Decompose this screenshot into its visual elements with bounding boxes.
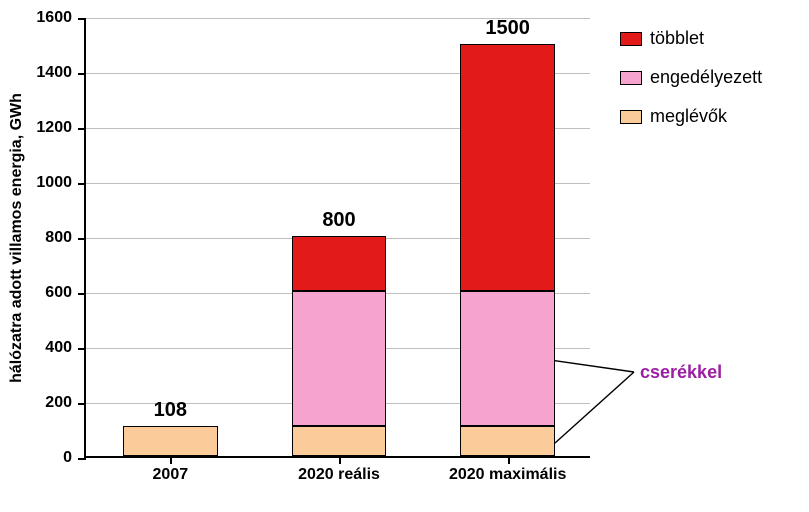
y-tick-label: 1000 [36, 174, 72, 192]
x-tick-label: 2007 [153, 466, 189, 484]
y-axis-title: hálózatra adott villamos energia, GWh [8, 93, 26, 383]
x-tick [508, 456, 510, 464]
x-tick-label: 2020 reális [298, 466, 380, 484]
y-tick [78, 348, 86, 350]
legend-swatch [620, 32, 642, 46]
legend-item-tobblet: többlet [620, 28, 762, 49]
bar-segment-tobblet [460, 44, 554, 292]
y-tick-label: 1400 [36, 64, 72, 82]
y-tick [78, 128, 86, 130]
y-tick [78, 73, 86, 75]
bar-segment-meglevok [460, 426, 554, 456]
y-tick [78, 293, 86, 295]
y-tick [78, 18, 86, 20]
legend-swatch [620, 110, 642, 124]
y-tick-label: 800 [45, 229, 72, 247]
y-tick [78, 403, 86, 405]
bar-segment-tobblet [292, 236, 386, 291]
bar-total-label: 800 [322, 209, 355, 232]
stacked-bar-chart: 0 200 400 600 800 1000 1200 1400 1600 2007 108 2020… [0, 0, 809, 512]
legend-label: meglévők [650, 106, 727, 127]
plot-area: 0200400600800100012001400160020071082020… [84, 18, 590, 458]
y-tick-label: 400 [45, 339, 72, 357]
y-tick-label: 1200 [36, 119, 72, 137]
legend-label: engedélyezett [650, 67, 762, 88]
legend-item-meglevok: meglévők [620, 106, 762, 127]
legend-item-engedelyezett: engedélyezett [620, 67, 762, 88]
y-tick-label: 200 [45, 394, 72, 412]
bar-segment-engedelyezett [460, 291, 554, 426]
y-tick [78, 458, 86, 460]
bar-segment-meglevok [123, 426, 217, 456]
x-tick-label: 2020 maximális [449, 466, 566, 484]
bar-total-label: 108 [154, 399, 187, 422]
bar-segment-meglevok [292, 426, 386, 456]
chart-legend: többlet engedélyezett meglévők [620, 28, 762, 145]
x-tick [339, 456, 341, 464]
bar-total-label: 1500 [485, 17, 530, 40]
annotation-cserekkel: cserékkel [640, 362, 722, 383]
bar-segment-engedelyezett [292, 291, 386, 426]
x-tick [170, 456, 172, 464]
legend-label: többlet [650, 28, 704, 49]
legend-swatch [620, 71, 642, 85]
y-tick-label: 600 [45, 284, 72, 302]
y-tick-label: 0 [63, 449, 72, 467]
y-tick [78, 238, 86, 240]
y-tick-label: 1600 [36, 9, 72, 27]
y-tick [78, 183, 86, 185]
